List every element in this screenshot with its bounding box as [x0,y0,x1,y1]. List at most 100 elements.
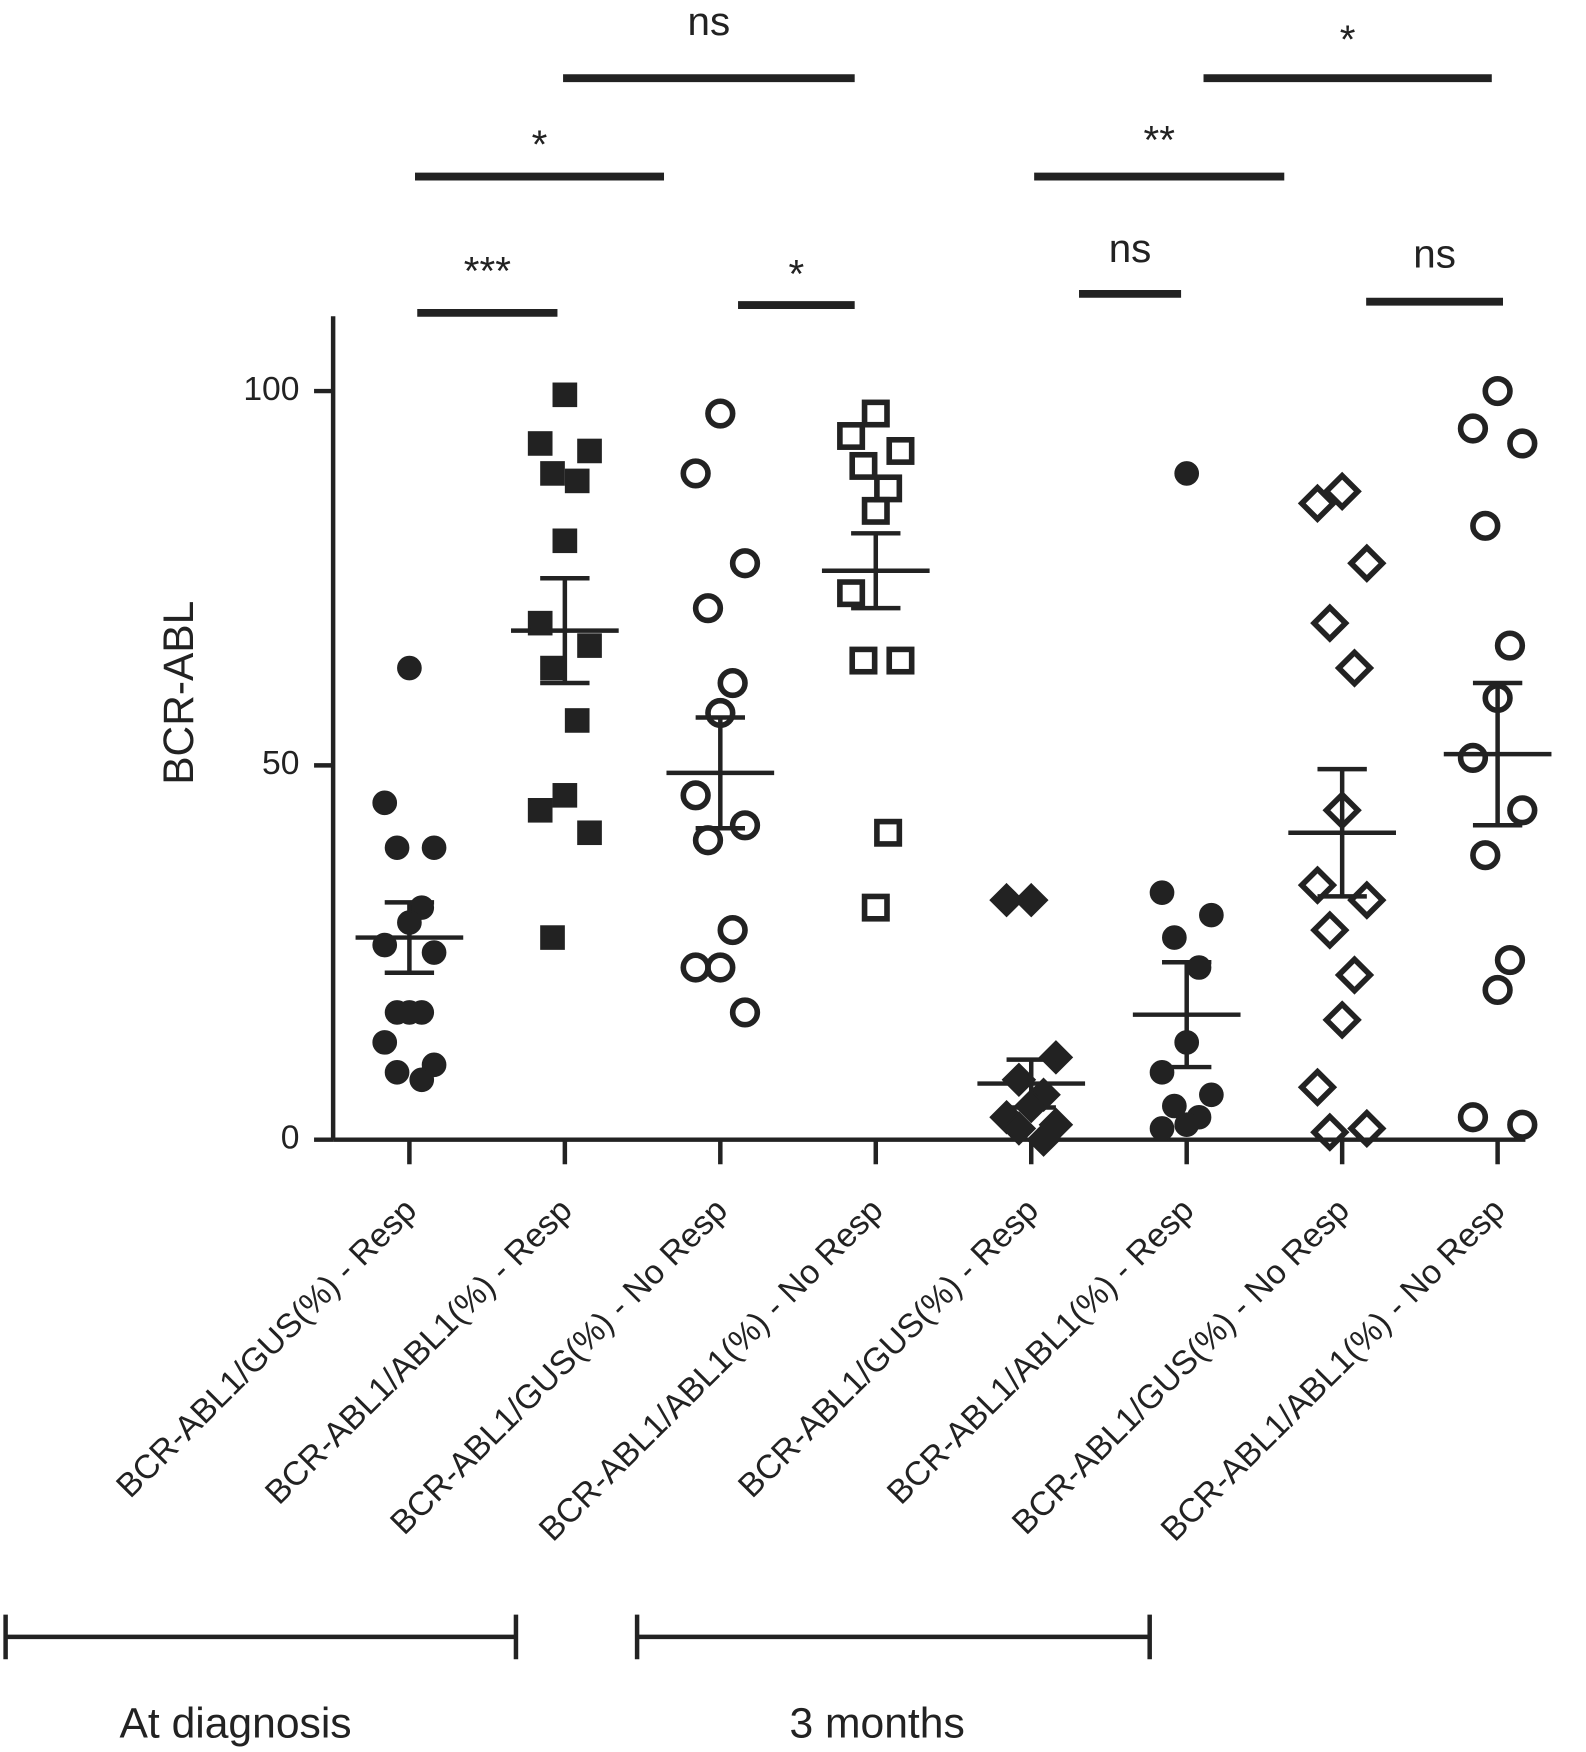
data-point [552,528,578,554]
y-tick-label: 50 [262,745,299,782]
x-tick-label: BCR-ABL1/ABL1(%) - No Resp [1154,1192,1512,1549]
data-point [577,633,602,658]
data-point [1310,603,1350,643]
significance-label: *** [464,248,511,293]
data-point [1149,1116,1175,1141]
data-point [384,1060,410,1085]
data-point [705,952,736,983]
data-point [1013,882,1049,918]
error-bar [540,575,590,686]
x-tick-label: BCR-ABL1/GUS(%) - No Resp [384,1192,735,1542]
data-point [861,496,890,525]
data-point [1347,1108,1387,1149]
data-point [384,835,410,861]
error-bar [1006,1057,1056,1110]
data-point [1507,795,1538,826]
data-point [421,940,447,965]
data-point [540,461,565,486]
data-point [1482,974,1513,1006]
data-point [1322,1000,1362,1040]
data-point [1470,840,1501,871]
data-point [1001,1111,1037,1146]
data-point [874,474,903,503]
data-point [849,451,878,480]
data-point [1297,483,1338,523]
data-point [397,655,422,681]
data-point [1457,742,1489,773]
group-label: At diagnosis [119,1700,351,1748]
data-point [861,893,890,922]
data-point [1199,902,1224,928]
data-point [1494,944,1526,976]
x-tick-label: BCR-ABL1/GUS(%) - Resp [110,1192,424,1505]
data-point [540,655,565,681]
data-point [1297,865,1338,905]
data-point [1334,955,1375,995]
data-point [421,835,447,861]
y-axis-label: BCR-ABL [155,601,203,785]
data-point [1199,1082,1224,1108]
data-point [1482,375,1513,407]
data-point [540,925,565,950]
data-point [1162,1093,1187,1119]
error-bar [1317,766,1367,899]
data-point [874,818,903,847]
error-bar [384,900,435,975]
data-point [564,468,590,494]
error-bar [695,715,745,831]
x-tick-label: BCR-ABL1/ABL1(%) - No Resp [532,1192,890,1549]
data-point [1038,1040,1074,1075]
y-tick-label: 100 [243,371,299,408]
data-point [1149,1060,1175,1085]
data-point [692,825,724,856]
data-point [692,593,724,624]
data-point [886,646,915,675]
data-point [680,952,711,983]
x-tick-label: BCR-ABL1/GUS(%) - No Resp [1005,1192,1356,1542]
data-point [397,1000,422,1025]
data-point [1457,1102,1489,1133]
data-point [886,436,915,465]
group-bracket [3,1614,519,1660]
y-tick-label: 0 [281,1120,300,1157]
data-point [552,783,578,808]
data-point [1297,1067,1338,1107]
x-tick-label: BCR-ABL1/ABL1(%) - Resp [258,1192,579,1512]
data-point [1310,910,1350,950]
data-point [729,997,761,1028]
error-bar [1162,960,1212,1070]
data-point [1174,1112,1200,1138]
data-point [372,1030,398,1055]
significance-label: ns [1109,226,1152,271]
data-point [680,458,711,489]
data-point [1470,510,1501,541]
data-point [861,399,890,428]
significance-label: * [532,122,548,167]
data-point [1186,955,1212,980]
data-point [717,667,748,699]
group-bracket [634,1614,1152,1660]
data-point [1494,630,1526,661]
x-tick-label: BCR-ABL1/ABL1(%) - Resp [880,1192,1201,1512]
data-point [837,422,866,450]
significance-label: ** [1143,118,1175,163]
data-point [527,431,553,456]
data-point [1347,880,1387,920]
data-point [837,579,866,608]
data-point [577,820,602,846]
data-point [577,438,602,464]
significance-label: * [1340,17,1356,62]
data-point [849,646,878,675]
significance-label: ns [1413,232,1456,277]
data-point [1174,461,1200,486]
data-point [564,708,590,733]
x-tick-label: BCR-ABL1/GUS(%) - Resp [731,1192,1045,1505]
data-point [680,780,711,811]
data-point [1507,1109,1538,1140]
data-point [1322,471,1362,511]
data-point [1347,543,1387,583]
data-point [989,882,1024,918]
data-point [729,810,761,841]
